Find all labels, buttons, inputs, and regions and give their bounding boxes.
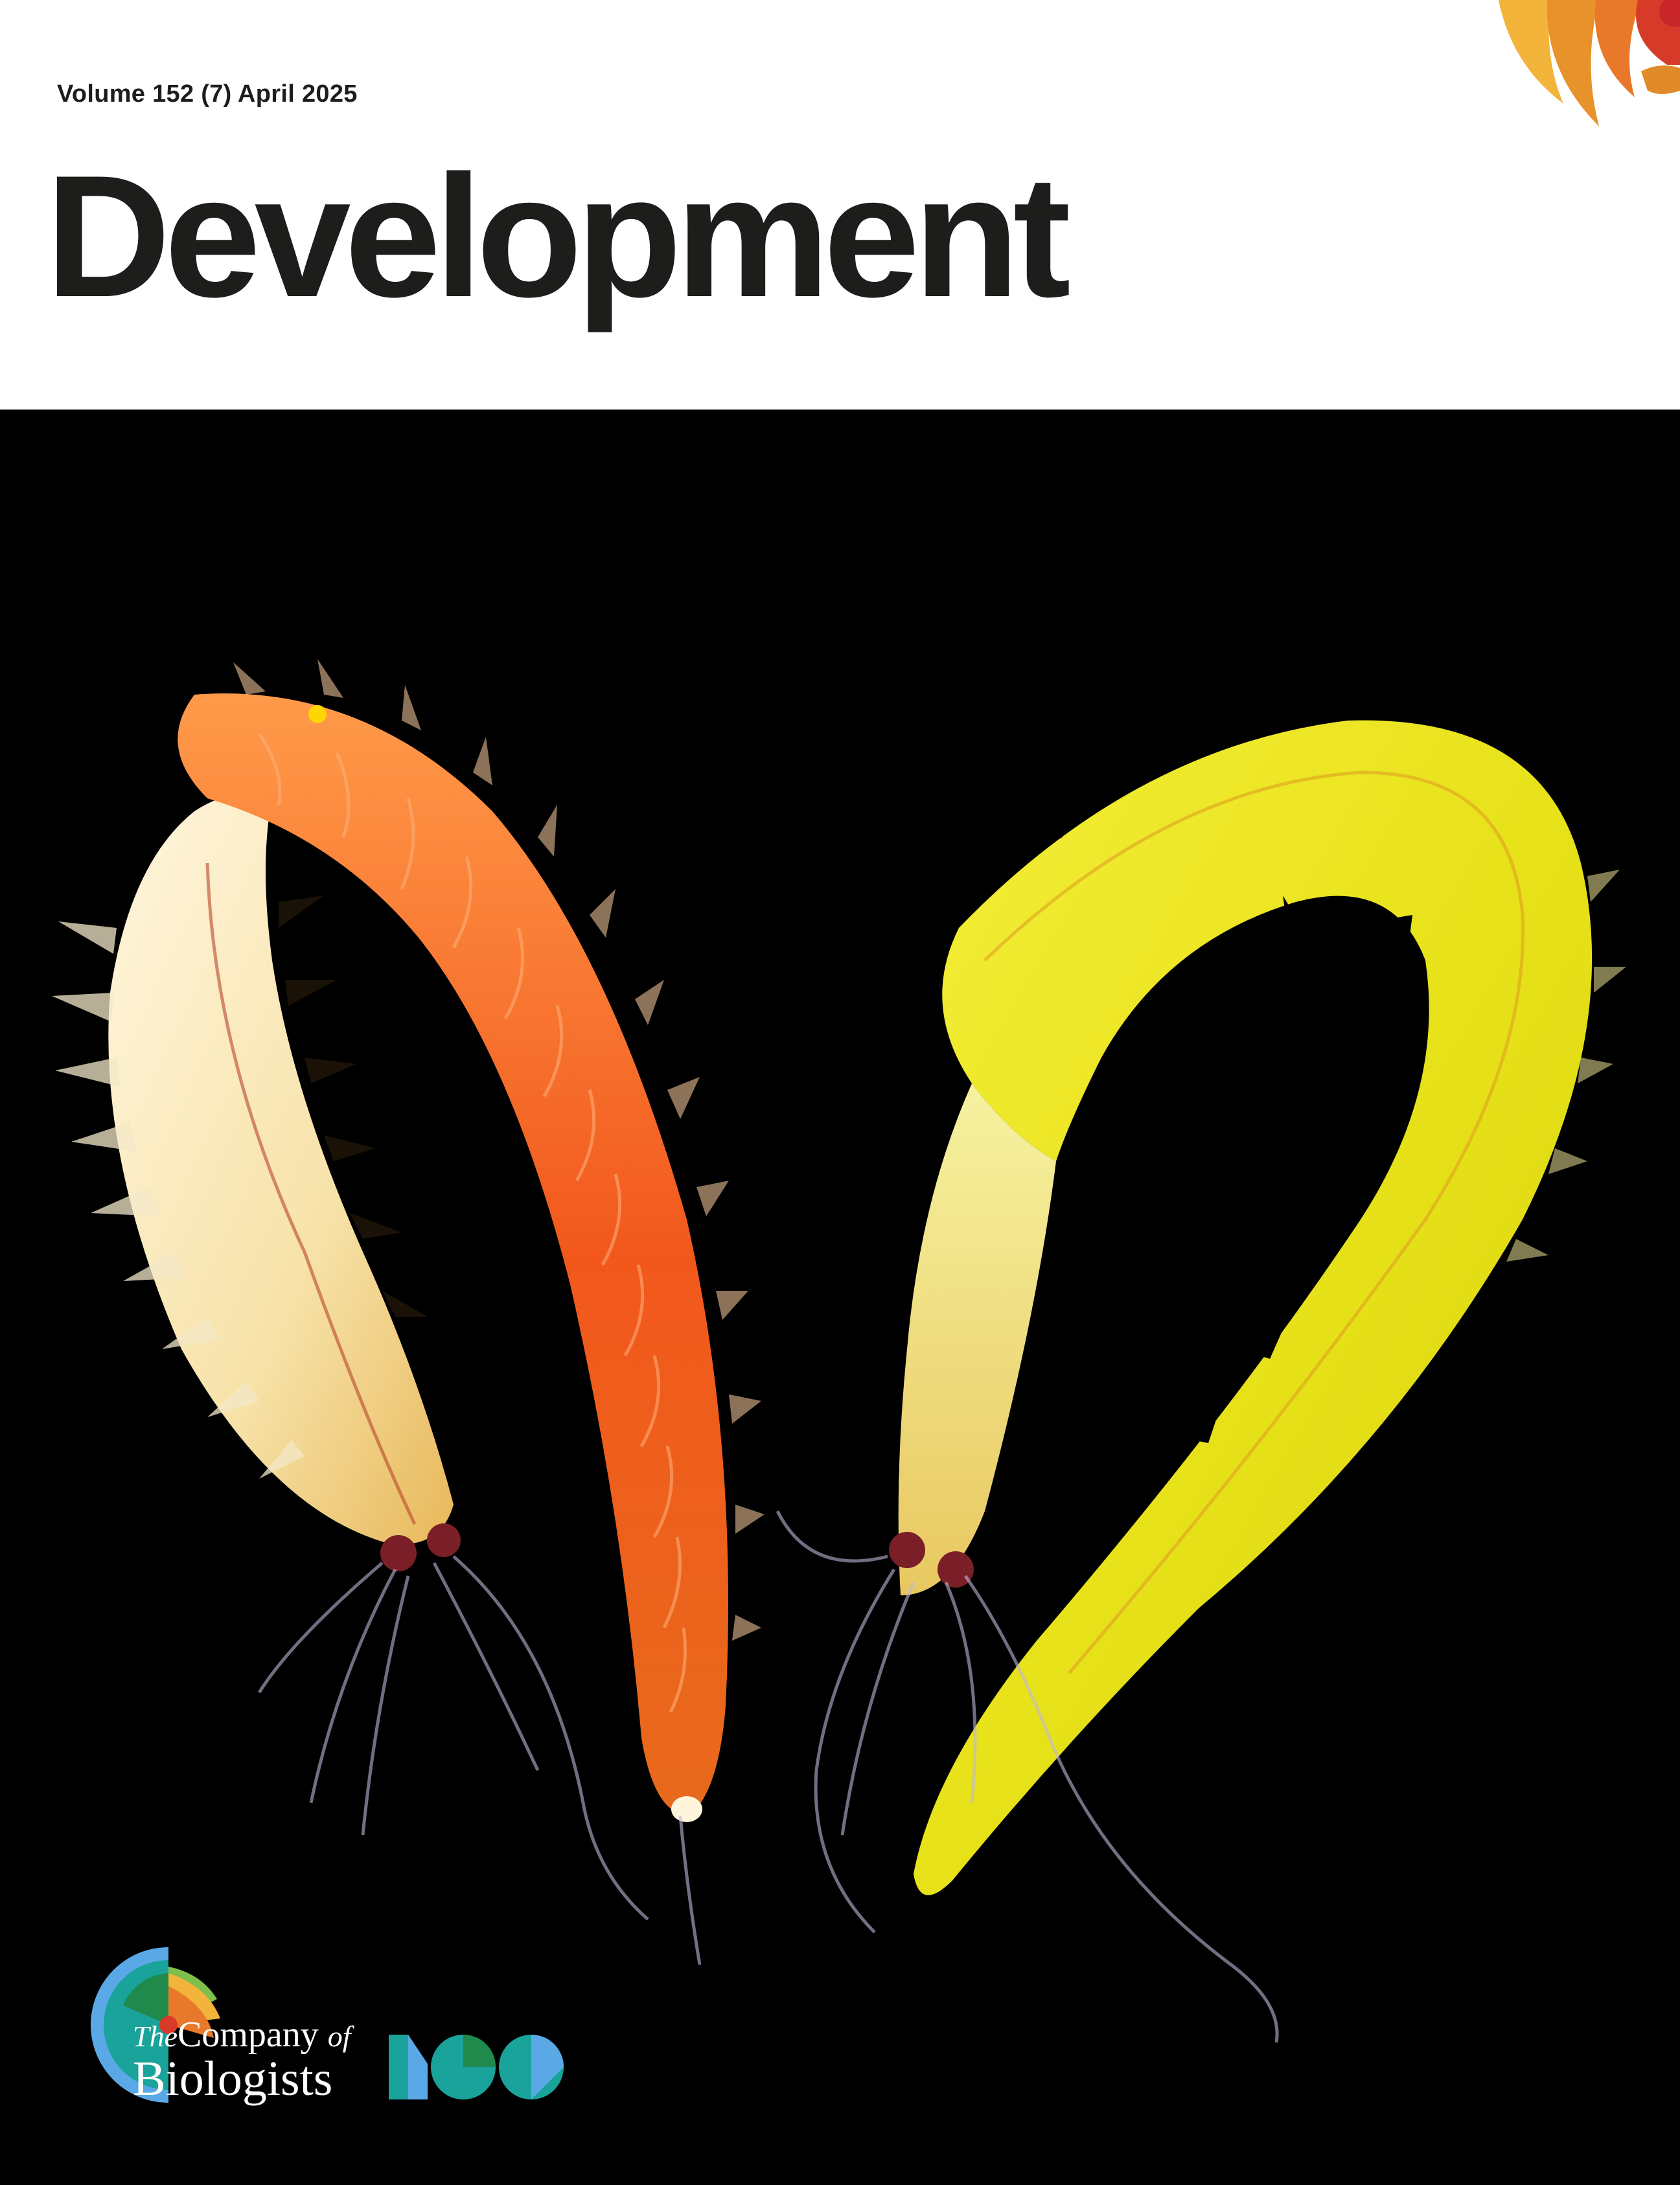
publisher-biologists: Biologists (133, 2052, 333, 2106)
publisher-line-1: TheCompany of (133, 2017, 351, 2053)
tentacles (257, 1510, 1279, 2043)
publisher-wordmark: TheCompany of Biologists (133, 2017, 351, 2103)
worms-illustration (52, 659, 1626, 2043)
annelid-worms-image (0, 410, 1680, 2185)
issue-line: Volume 152 (7) April 2025 (57, 80, 358, 108)
centenary-100-icon (389, 2035, 564, 2099)
publisher-the: The (133, 2020, 178, 2053)
orange-worm (178, 659, 765, 1822)
sunburst-icon (1486, 0, 1680, 126)
publisher-company: Company (178, 2015, 319, 2055)
cover-header: Volume 152 (7) April 2025 Development (0, 0, 1680, 410)
publisher-of: of (327, 2020, 351, 2053)
yellow-worm (889, 669, 1626, 1895)
company-of-biologists-logo-icon (91, 1947, 220, 2103)
pale-worm (52, 794, 461, 1571)
journal-title: Development (45, 139, 1071, 333)
